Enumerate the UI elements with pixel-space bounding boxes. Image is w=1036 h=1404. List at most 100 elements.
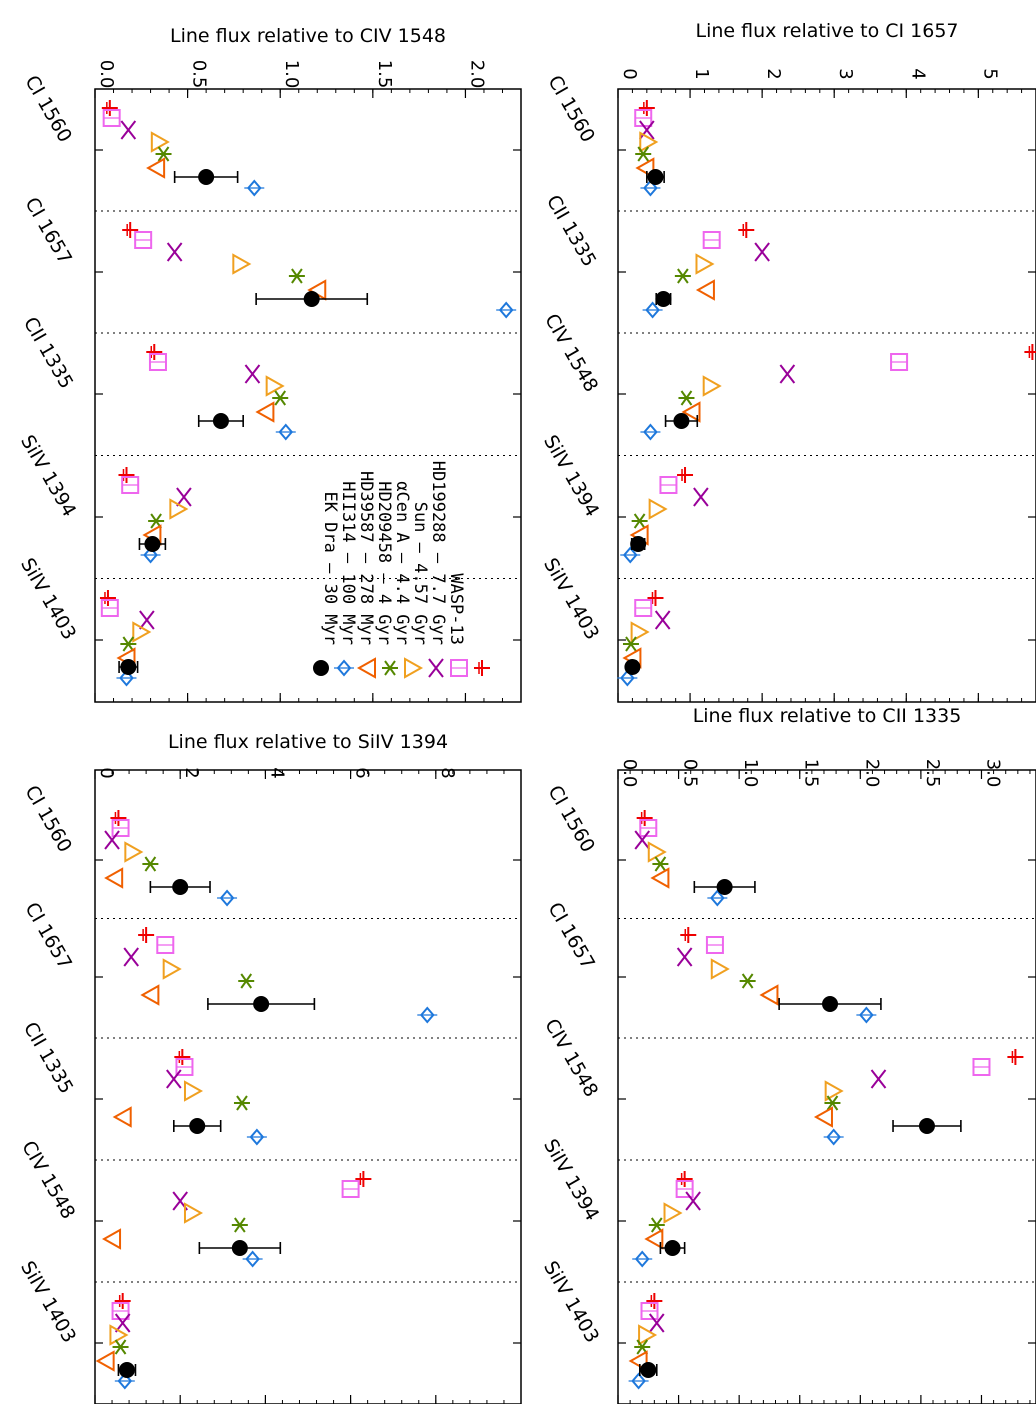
data-point: [174, 1049, 191, 1065]
data-point: [124, 841, 144, 863]
data-point: [636, 810, 653, 826]
marker-diamond: [631, 1372, 646, 1390]
data-point: [640, 1302, 659, 1320]
data-point: [676, 947, 693, 967]
marker-asterisk: [274, 390, 287, 406]
data-point: [197, 413, 244, 429]
data-point: [617, 669, 638, 687]
data-point: [655, 291, 672, 307]
data-point: [142, 856, 159, 872]
marker-circle: [198, 169, 215, 185]
data-point: [622, 636, 639, 652]
marker-triangle: [95, 1350, 115, 1372]
value-tick-label: 0: [619, 68, 640, 79]
marker-asterisk: [234, 1217, 246, 1233]
legend-entry: Sun – 4.57 Gyr: [410, 502, 430, 645]
data-point: [778, 996, 882, 1012]
data-point: [676, 1171, 693, 1187]
marker-x: [104, 830, 120, 850]
value-tick-label: 1.0: [740, 759, 761, 788]
legend-label: HII314 – 100 Myr: [338, 481, 358, 645]
data-point: [972, 1058, 991, 1076]
marker-circle: [655, 291, 672, 307]
marker-diamond: [219, 889, 235, 907]
data-point: [217, 889, 238, 907]
legend-entry: WASP-13: [446, 573, 466, 645]
data-point: [148, 353, 167, 371]
marker-circle: [172, 879, 189, 895]
marker-asterisk: [650, 1217, 663, 1233]
marker-triangle: [681, 401, 701, 423]
data-point: [102, 1228, 122, 1250]
marker-circle: [822, 996, 839, 1012]
data-point: [112, 1106, 132, 1128]
marker-triangle: [150, 131, 170, 153]
data-point: [122, 222, 139, 238]
legend-label: HD209458 – 4 Gyr: [374, 481, 394, 645]
data-point: [104, 867, 124, 889]
data-point: [255, 291, 369, 307]
data-point: [677, 467, 694, 483]
data-point: [183, 1202, 204, 1224]
marker-x: [120, 120, 137, 140]
value-tick-label: 6: [352, 767, 373, 778]
data-point: [678, 390, 695, 406]
marker-triangle: [140, 984, 160, 1006]
marker-asterisk: [654, 856, 667, 872]
marker-circle: [231, 1240, 248, 1256]
value-tick-label: 2.0: [861, 759, 882, 788]
data-point: [647, 590, 664, 606]
data-point: [104, 830, 120, 850]
marker-diamond: [336, 659, 352, 677]
marker-asterisk: [826, 1095, 839, 1111]
marker-x: [123, 947, 139, 967]
data-point: [823, 1128, 844, 1146]
marker-diamond: [143, 546, 158, 564]
marker-triangle: [635, 157, 655, 179]
plot-frame: [94, 88, 522, 703]
marker-circle: [673, 413, 690, 429]
marker-diamond: [620, 669, 635, 687]
data-point: [99, 590, 116, 606]
data-point: [341, 1180, 360, 1198]
data-point: [183, 1080, 204, 1102]
marker-triangle: [663, 1202, 683, 1224]
value-tick-label: 0.5: [680, 759, 701, 788]
marker-diamond: [498, 301, 514, 319]
value-tick-label: 0.0: [619, 759, 640, 788]
marker-circle: [918, 1118, 935, 1134]
marker-diamond: [634, 1250, 650, 1268]
value-tick-label: 1.5: [801, 759, 822, 788]
marker-diamond: [710, 889, 725, 907]
marker-triangle: [104, 867, 124, 889]
marker-x: [634, 830, 651, 850]
data-point: [110, 810, 127, 826]
data-point: [173, 1118, 222, 1134]
marker-triangle: [650, 867, 670, 889]
data-point: [707, 889, 728, 907]
marker-asterisk: [680, 390, 693, 406]
data-point: [109, 1324, 129, 1346]
data-point: [779, 364, 796, 384]
marker-triangle: [647, 841, 667, 863]
data-point: [628, 1350, 648, 1372]
data-point: [632, 1250, 653, 1268]
data-point: [646, 169, 665, 185]
legend-label: HD39587 – 278 Myr: [356, 471, 376, 645]
marker-triangle: [132, 621, 152, 643]
data-point: [116, 669, 137, 687]
data-point: [155, 146, 172, 162]
value-tick-label: 2: [763, 68, 784, 79]
value-tick-label: 0.5: [189, 60, 210, 89]
legend-label: Sun – 4.57 Gyr: [410, 502, 430, 645]
value-tick-label: 5: [979, 68, 1000, 79]
marker-asterisk: [633, 513, 646, 529]
marker-asterisk: [144, 856, 157, 872]
data-point: [634, 599, 653, 617]
data-point: [824, 1095, 841, 1111]
marker-x: [244, 364, 261, 384]
value-tick-label: 0: [96, 767, 117, 778]
data-point: [95, 1350, 115, 1372]
marker-x: [428, 658, 444, 678]
marker-diamond: [622, 546, 638, 564]
